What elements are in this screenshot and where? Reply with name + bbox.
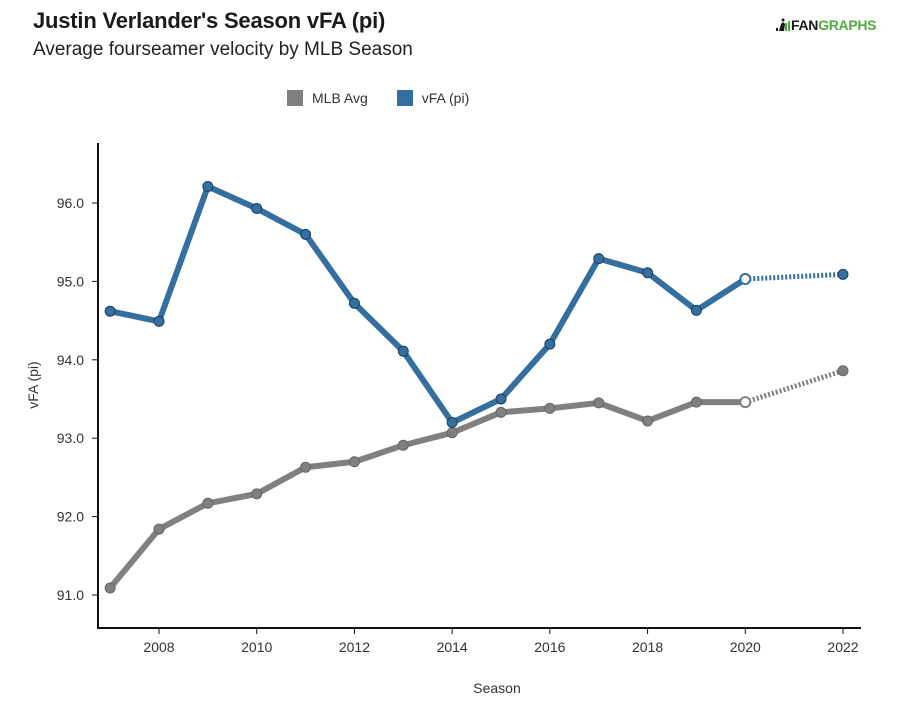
y-tick-label: 94.0 (57, 352, 84, 368)
legend-swatch-mlb-avg (287, 90, 303, 106)
fangraphs-logo-icon (776, 18, 790, 31)
data-point-mlb-avg-2018[interactable] (642, 415, 654, 427)
data-point-mlb-avg-2019[interactable] (690, 396, 702, 408)
data-point-vfa-pi-2018[interactable] (642, 267, 654, 279)
logo-text-fan: FAN (791, 17, 819, 33)
series-vfa-pi (104, 181, 849, 429)
legend-label-mlb-avg: MLB Avg (312, 90, 368, 106)
data-point-vfa-pi-2014[interactable] (446, 417, 458, 429)
data-point-vfa-pi-2009[interactable] (202, 181, 214, 193)
data-point-vfa-pi-2017[interactable] (593, 253, 605, 265)
data-point-mlb-avg-2020[interactable] (739, 396, 752, 409)
data-point-mlb-avg-2022[interactable] (837, 365, 849, 377)
x-tick-label: 2022 (827, 639, 858, 655)
data-point-vfa-pi-2016[interactable] (544, 338, 556, 350)
x-axis-title: Season (473, 680, 520, 696)
data-point-vfa-pi-2013[interactable] (397, 345, 409, 357)
chart-legend: MLB Avg vFA (pi) (287, 90, 498, 106)
data-point-vfa-pi-2010[interactable] (251, 202, 263, 214)
data-point-vfa-pi-2019[interactable] (690, 304, 702, 316)
data-point-vfa-pi-2011[interactable] (300, 228, 312, 240)
y-tick-label: 93.0 (57, 430, 84, 446)
fangraphs-logo[interactable]: FAN GRAPHS (776, 17, 877, 33)
x-tick-label: 2018 (632, 639, 663, 655)
series-layer (104, 181, 849, 594)
x-tick-label: 2014 (437, 639, 468, 655)
data-point-vfa-pi-2007[interactable] (104, 305, 116, 317)
axes (97, 143, 861, 629)
y-ticks: 91.0 92.0 93.0 94.0 95.0 96.0 (57, 195, 98, 603)
y-tick-label: 91.0 (57, 587, 84, 603)
x-ticks: 2008 2010 2012 2014 2016 2018 2020 2022 (143, 628, 859, 655)
legend-label-vfa: vFA (pi) (421, 90, 470, 106)
data-point-mlb-avg-2015[interactable] (495, 406, 507, 418)
series-line-projected-mlb-avg (744, 368, 844, 405)
x-tick-label: 2020 (730, 639, 761, 655)
data-point-mlb-avg-2012[interactable] (348, 456, 360, 468)
data-point-mlb-avg-2014[interactable] (446, 427, 458, 439)
legend-item-vfa[interactable]: vFA (pi) (396, 90, 470, 106)
legend-item-mlb-avg[interactable]: MLB Avg (287, 90, 368, 106)
data-point-mlb-avg-2017[interactable] (593, 397, 605, 409)
y-tick-label: 92.0 (57, 509, 84, 525)
data-point-mlb-avg-2008[interactable] (153, 523, 165, 535)
data-point-vfa-pi-2020[interactable] (739, 273, 752, 286)
data-point-vfa-pi-2012[interactable] (348, 297, 360, 309)
y-axis-title: vFA (pi) (25, 361, 41, 408)
x-tick-label: 2010 (241, 639, 272, 655)
logo-text-graphs: GRAPHS (818, 17, 877, 33)
y-tick-label: 96.0 (57, 195, 84, 211)
y-tick-label: 95.0 (57, 273, 84, 289)
x-tick-label: 2016 (534, 639, 565, 655)
chart-subtitle: Average fourseamer velocity by MLB Seaso… (33, 39, 413, 60)
data-point-vfa-pi-2015[interactable] (495, 393, 507, 405)
data-point-mlb-avg-2010[interactable] (251, 488, 263, 500)
series-line-projected-vfa-pi (745, 271, 844, 282)
series-line-vfa-pi (107, 183, 749, 426)
x-tick-label: 2012 (339, 639, 370, 655)
data-point-vfa-pi-2022[interactable] (837, 268, 849, 280)
x-tick-label: 2008 (143, 639, 174, 655)
data-point-mlb-avg-2016[interactable] (544, 402, 556, 414)
data-point-mlb-avg-2007[interactable] (104, 582, 116, 594)
data-point-vfa-pi-2008[interactable] (153, 315, 165, 327)
series-mlb-avg (104, 365, 849, 594)
data-point-mlb-avg-2013[interactable] (397, 439, 409, 451)
data-point-mlb-avg-2011[interactable] (300, 461, 312, 473)
series-line-mlb-avg (107, 399, 749, 591)
data-point-mlb-avg-2009[interactable] (202, 497, 214, 509)
chart-title: Justin Verlander's Season vFA (pi) (33, 8, 386, 33)
legend-swatch-vfa (396, 90, 413, 106)
